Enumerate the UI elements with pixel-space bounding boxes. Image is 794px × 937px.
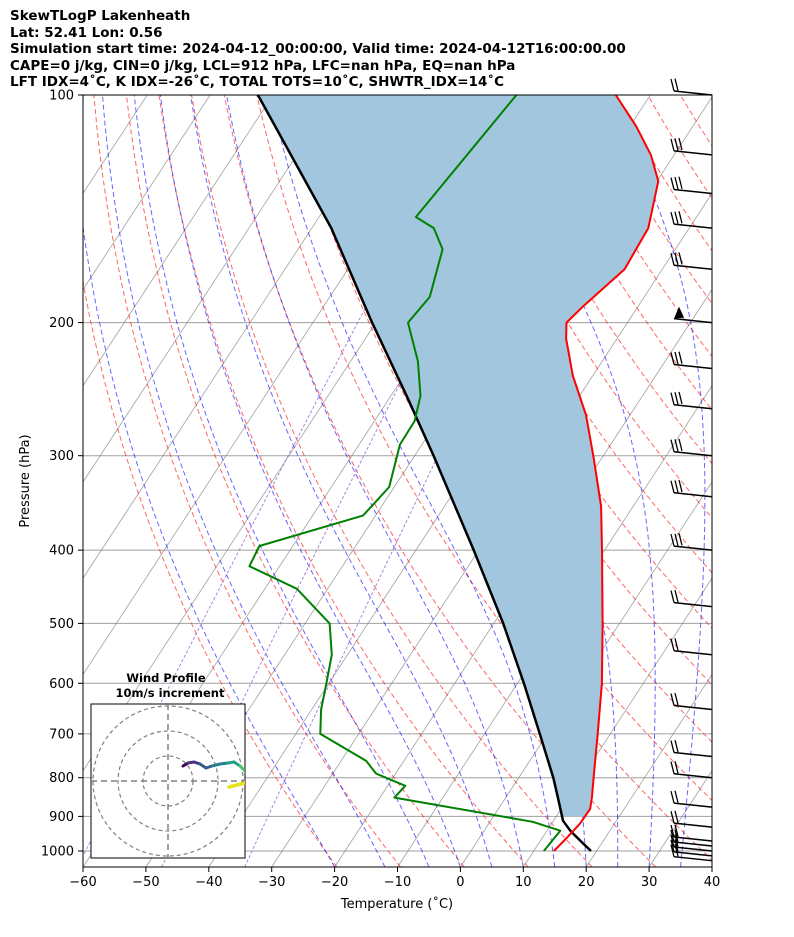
isotherm (775, 95, 794, 867)
wind-barb (670, 78, 713, 96)
title-station: SkewTLogP Lakenheath (10, 8, 191, 24)
isotherm (83, 95, 337, 483)
dry-adiabat (647, 95, 712, 200)
y-tick-label: 100 (49, 89, 74, 104)
y-tick-label: 1000 (41, 844, 74, 859)
hodograph-trace-surface (227, 781, 245, 789)
wind-barb (670, 252, 713, 270)
wind-barb (670, 829, 713, 847)
x-tick-label: −40 (195, 875, 222, 890)
x-tick-label: −10 (384, 875, 411, 890)
moist-adiabat (226, 95, 524, 867)
title-latlon: Lat: 52.41 Lon: 0.56 (10, 25, 163, 41)
y-tick-label: 300 (49, 449, 74, 464)
dry-adiabat (516, 95, 712, 411)
moist-adiabat (190, 95, 493, 867)
title-indices: LFT IDX=4˚C, K IDX=-26˚C, TOTAL TOTS=10˚… (10, 74, 505, 90)
hodograph-trace (238, 764, 245, 774)
wind-barb (670, 638, 713, 656)
dry-adiabat (746, 95, 794, 867)
x-tick-label: 20 (578, 875, 595, 890)
wind-barb (670, 790, 713, 808)
dry-adiabat (354, 95, 712, 686)
dry-adiabat (484, 95, 712, 465)
parcel-profile-line (256, 95, 592, 852)
wind-barb (670, 137, 713, 156)
hodograph-inset: Wind Profile 10m/s increment (90, 671, 246, 859)
dry-adiabat (451, 95, 712, 519)
wind-barb (670, 351, 713, 370)
y-tick-label: 800 (49, 771, 74, 786)
cape-shading (257, 95, 659, 817)
x-tick-label: 0 (456, 875, 464, 890)
x-tick-label: 40 (704, 875, 721, 890)
isotherm (585, 673, 712, 867)
wind-barbs (670, 78, 713, 862)
wind-barb (670, 692, 713, 711)
dewpoint-line (248, 95, 562, 852)
hodograph-ring (117, 730, 219, 832)
wind-barb (670, 844, 713, 862)
isotherm (83, 95, 85, 98)
x-tick-label: −20 (321, 875, 348, 890)
y-tick-label: 500 (49, 617, 74, 632)
hodograph-title: Wind Profile (126, 671, 206, 685)
isotherm (711, 866, 712, 867)
isotherm (522, 577, 712, 867)
wind-barb (670, 824, 713, 842)
isotherm (83, 95, 400, 579)
dry-adiabat (679, 95, 712, 147)
dry-adiabat (83, 278, 338, 867)
wind-barb (670, 176, 713, 195)
title-cape: CAPE=0 j/kg, CIN=0 j/kg, LCL=912 hPa, LF… (10, 58, 516, 74)
wind-barb (670, 211, 713, 229)
dry-adiabat (191, 95, 593, 867)
dry-adiabat (93, 95, 401, 867)
isotherm (397, 385, 712, 867)
y-tick-label: 400 (49, 544, 74, 559)
x-tick-label: −30 (258, 875, 285, 890)
wind-barb (670, 479, 713, 498)
moist-adiabat (159, 95, 461, 867)
wind-barb (670, 761, 713, 779)
hodograph-subtitle: 10m/s increment (116, 686, 225, 700)
moist-adiabat (83, 223, 336, 867)
x-axis-label: Temperature (˚C) (340, 896, 453, 912)
isotherm (83, 95, 274, 387)
axis-ticks: −60 −50 −40 −30 −20 −10 0 10 20 30 40 100 200 300 400 5… (41, 89, 720, 891)
wind-barb (670, 810, 713, 828)
dry-adiabat (158, 95, 529, 867)
y-axis-label: Pressure (hPa) (18, 434, 33, 527)
x-tick-label: 10 (515, 875, 532, 890)
temperature-line (553, 95, 660, 852)
dry-adiabat (223, 95, 657, 867)
x-tick-label: 30 (641, 875, 658, 890)
profiles (248, 95, 660, 852)
moist-adiabat (269, 95, 556, 867)
y-tick-label: 900 (49, 810, 74, 825)
dry-adiabat (125, 95, 465, 867)
isotherm (83, 95, 211, 291)
x-tick-label: −60 (69, 875, 96, 890)
wind-barb (670, 391, 713, 410)
y-tick-label: 600 (49, 677, 74, 692)
y-tick-label: 200 (49, 316, 74, 331)
wind-barb (670, 438, 713, 457)
title-times: Simulation start time: 2024-04-12_00:00:… (10, 41, 626, 57)
moist-adiabat (133, 95, 430, 867)
dry-adiabat (713, 95, 794, 867)
wind-barb (670, 590, 713, 608)
moist-adiabat (102, 95, 386, 867)
wind-barb (670, 533, 713, 551)
wind-barb (673, 306, 713, 324)
y-tick-label: 700 (49, 727, 74, 742)
wind-barb (670, 739, 713, 758)
x-tick-label: −50 (132, 875, 159, 890)
